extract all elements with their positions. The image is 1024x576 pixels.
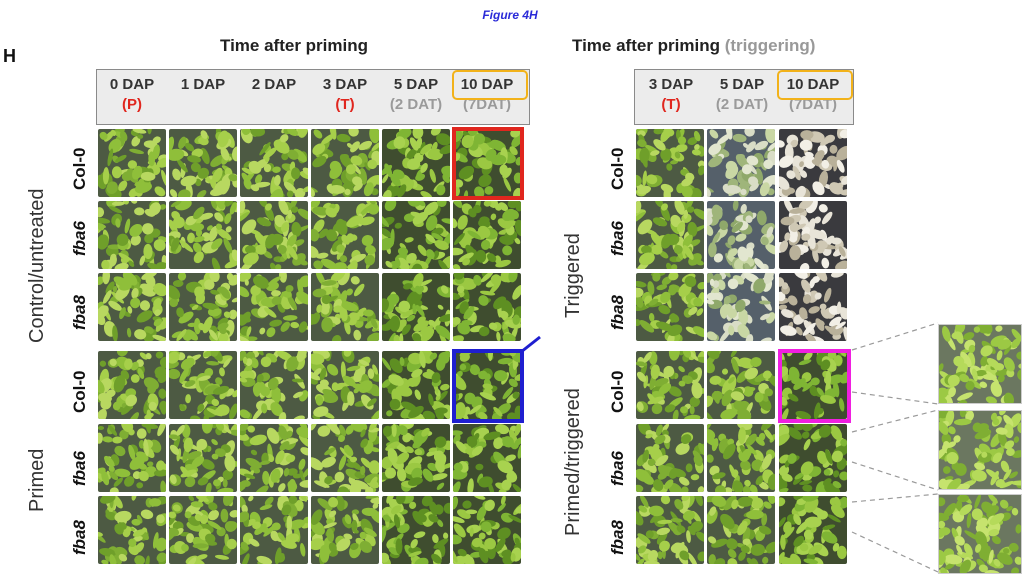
left-col-header-6: 10 DAP (7DAT) [460, 76, 514, 113]
left-tile [311, 424, 379, 492]
left-tile [453, 424, 521, 492]
panel-letter: H [3, 46, 16, 66]
left-tile [240, 129, 308, 197]
zoom-inset [938, 324, 1022, 404]
right-panel-title: Time after priming (triggering) [572, 36, 815, 56]
left-panel-title: Time after priming [220, 36, 368, 55]
left-tile [382, 424, 450, 492]
left-tile [311, 129, 379, 197]
right-tile [636, 273, 704, 341]
right-tile [707, 496, 775, 564]
right-tile [636, 496, 704, 564]
left-col-header-3: 2 DAP [251, 76, 297, 93]
left-tile [453, 496, 521, 564]
right-title-suffix: (triggering) [724, 36, 816, 55]
left-tile [453, 273, 521, 341]
left-tile [169, 129, 237, 197]
left-tile [98, 351, 166, 419]
left-tile [311, 201, 379, 269]
left-tile [98, 496, 166, 564]
left-tile [311, 496, 379, 564]
right-tile [707, 201, 775, 269]
figure-label: Figure 4H [482, 8, 538, 22]
right-tile [779, 424, 847, 492]
right-tile [707, 273, 775, 341]
right-tile [636, 424, 704, 492]
left-column-header-box [96, 69, 530, 125]
left-tile [169, 201, 237, 269]
left-tile [453, 201, 521, 269]
zoom-leader-lines [851, 322, 939, 573]
left-tile [382, 351, 450, 419]
left-tile [169, 351, 237, 419]
left-tile [240, 496, 308, 564]
left-tile [98, 424, 166, 492]
left-tile [240, 424, 308, 492]
left-col-header-2: 1 DAP [180, 76, 226, 93]
right-col-header-3: 10 DAP (7DAT) [786, 76, 840, 113]
right-tile [707, 351, 775, 419]
right-tile [779, 351, 847, 419]
left-col-header-1: 0 DAP (P) [109, 76, 155, 113]
left-tile [382, 129, 450, 197]
highlight-magenta-box [778, 349, 851, 423]
right-title-main: Time after priming [572, 36, 720, 55]
right-col-header-2: 5 DAP (2 DAT) [715, 76, 769, 113]
left-tile [240, 201, 308, 269]
left-tile [169, 496, 237, 564]
zoom-inset [938, 494, 1022, 574]
left-tile [382, 201, 450, 269]
left-tile [169, 273, 237, 341]
blue-pointer-line [520, 335, 541, 354]
left-tile [98, 129, 166, 197]
zoom-inset [938, 410, 1022, 490]
left-tile [453, 129, 521, 197]
right-tile [779, 496, 847, 564]
right-column-header-box [634, 69, 854, 125]
left-tile [453, 351, 521, 419]
left-tile [382, 273, 450, 341]
right-tile [779, 129, 847, 197]
left-tile [311, 273, 379, 341]
right-tile [707, 129, 775, 197]
highlight-red-box [452, 127, 524, 200]
left-tile [169, 424, 237, 492]
left-tile [311, 351, 379, 419]
left-10dap-outline [452, 70, 528, 100]
right-tile [779, 273, 847, 341]
right-col-header-1: 3 DAP (T) [648, 76, 694, 113]
right-tile [636, 129, 704, 197]
left-tile [98, 201, 166, 269]
right-tile [636, 351, 704, 419]
left-col-header-5: 5 DAP (2 DAT) [389, 76, 443, 113]
left-tile [98, 273, 166, 341]
highlight-blue-box [452, 349, 524, 423]
left-tile [382, 496, 450, 564]
left-col-header-4: 3 DAP (T) [322, 76, 368, 113]
right-tile [636, 201, 704, 269]
right-10dap-outline [777, 70, 853, 100]
right-tile [707, 424, 775, 492]
left-tile [240, 273, 308, 341]
right-tile [779, 201, 847, 269]
left-tile [240, 351, 308, 419]
